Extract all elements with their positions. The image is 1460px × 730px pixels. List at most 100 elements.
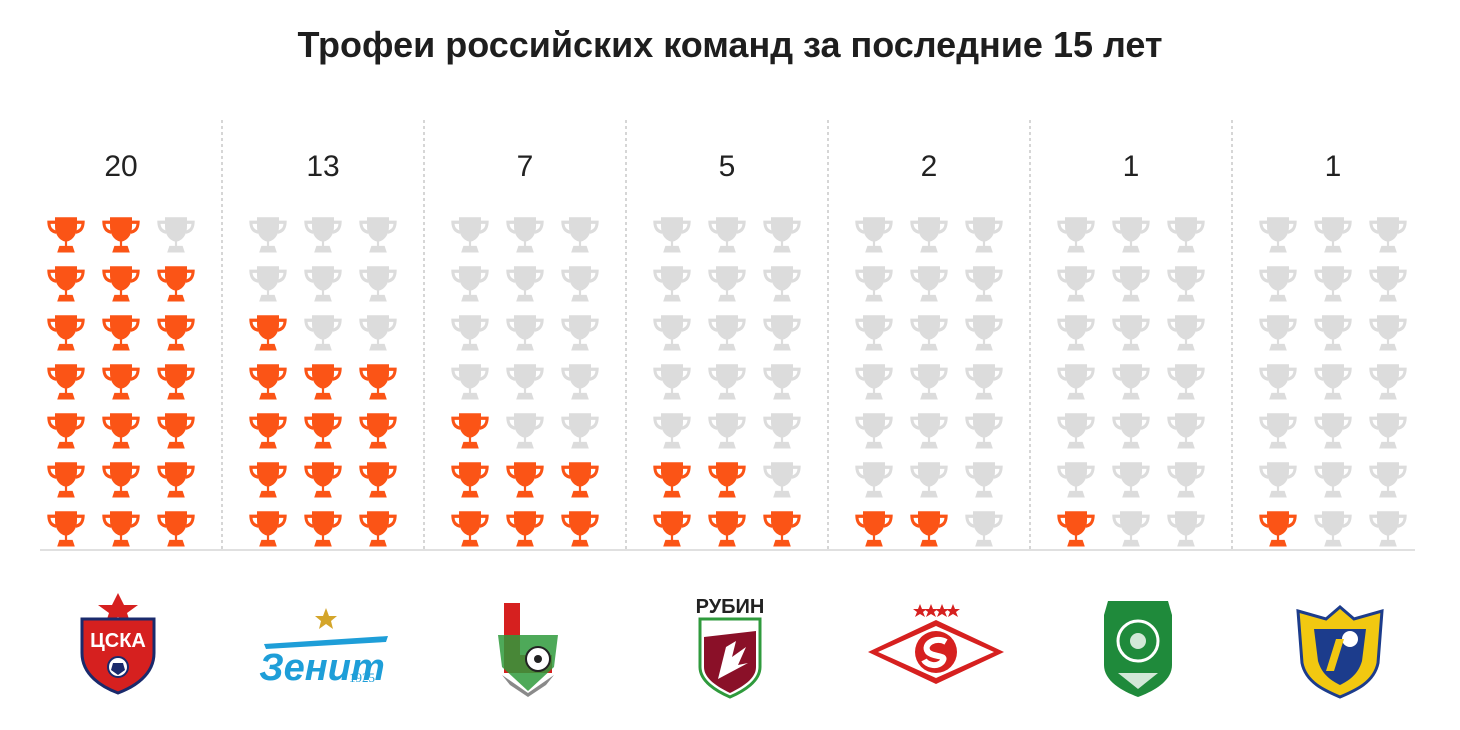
trophy-empty-icon (653, 364, 691, 400)
trophy-empty-icon (1369, 266, 1407, 302)
trophy-empty-icon (1167, 217, 1205, 253)
trophy-won-icon (157, 266, 195, 302)
trophy-empty-icon (304, 315, 342, 351)
trophy-won-icon (47, 413, 85, 449)
trophy-won-icon (249, 413, 287, 449)
trophy-empty-icon (708, 315, 746, 351)
trophy-won-icon (855, 511, 893, 547)
trophy-empty-icon (451, 217, 489, 253)
trophy-empty-icon (304, 266, 342, 302)
trophy-empty-icon (1167, 364, 1205, 400)
trophy-empty-icon (1314, 413, 1352, 449)
value-labels: 20 13 7 5 2 1 1 (104, 150, 1341, 183)
zenit-year-text: 1925 (349, 670, 375, 685)
trophy-empty-icon (855, 315, 893, 351)
trophy-won-icon (451, 462, 489, 498)
trophy-won-icon (102, 462, 140, 498)
trophy-empty-icon (855, 462, 893, 498)
trophy-empty-icon (157, 217, 195, 253)
trophy-won-icon (157, 315, 195, 351)
trophy-empty-icon (1314, 266, 1352, 302)
trophy-empty-icon (855, 217, 893, 253)
trophy-won-icon (47, 511, 85, 547)
trophy-empty-icon (359, 217, 397, 253)
trophy-empty-icon (1259, 266, 1297, 302)
trophy-empty-icon (1167, 462, 1205, 498)
terek-crest-icon (1104, 601, 1172, 697)
trophy-empty-icon (1314, 217, 1352, 253)
value-label: 5 (719, 150, 736, 183)
trophy-empty-icon (763, 266, 801, 302)
trophy-won-icon (910, 511, 948, 547)
trophy-empty-icon (249, 266, 287, 302)
trophy-empty-icon (1112, 413, 1150, 449)
chart-title: Трофеи российских команд за последние 15… (297, 24, 1163, 65)
trophy-empty-icon (910, 413, 948, 449)
trophy-empty-icon (708, 266, 746, 302)
rubin-logo-text: РУБИН (696, 596, 765, 618)
trophy-won-icon (708, 511, 746, 547)
trophy-empty-icon (359, 266, 397, 302)
trophy-empty-icon (451, 266, 489, 302)
trophy-empty-icon (561, 413, 599, 449)
trophy-won-icon (359, 364, 397, 400)
trophy-won-icon (506, 511, 544, 547)
trophy-won-icon (653, 462, 691, 498)
trophy-empty-icon (1112, 266, 1150, 302)
trophy-won-icon (304, 462, 342, 498)
trophy-won-icon (249, 511, 287, 547)
trophy-empty-icon (1057, 266, 1095, 302)
trophy-won-icon (451, 511, 489, 547)
trophy-won-icon (359, 462, 397, 498)
trophy-empty-icon (506, 413, 544, 449)
trophy-empty-icon (1259, 364, 1297, 400)
trophy-empty-icon (1057, 315, 1095, 351)
value-label: 20 (104, 150, 137, 183)
spartak-logo-icon (868, 604, 1004, 684)
trophy-won-icon (157, 413, 195, 449)
trophy-won-icon (157, 462, 195, 498)
trophy-empty-icon (763, 413, 801, 449)
trophy-empty-icon (451, 364, 489, 400)
trophy-empty-icon (708, 413, 746, 449)
trophy-empty-icon (451, 315, 489, 351)
trophy-empty-icon (1057, 413, 1095, 449)
trophy-empty-icon (506, 315, 544, 351)
trophy-empty-icon (1057, 217, 1095, 253)
trophy-empty-icon (1112, 364, 1150, 400)
trophy-won-icon (102, 413, 140, 449)
trophy-empty-icon (1259, 315, 1297, 351)
trophy-empty-icon (1314, 511, 1352, 547)
trophy-empty-icon (506, 217, 544, 253)
trophy-empty-icon (910, 266, 948, 302)
trophy-empty-icon (561, 217, 599, 253)
trophy-empty-icon (1167, 315, 1205, 351)
trophy-empty-icon (506, 364, 544, 400)
trophy-won-icon (359, 511, 397, 547)
trophy-empty-icon (1112, 511, 1150, 547)
trophy-empty-icon (1369, 462, 1407, 498)
trophy-empty-icon (708, 364, 746, 400)
trophy-won-icon (47, 266, 85, 302)
trophy-empty-icon (965, 217, 1003, 253)
trophy-won-icon (304, 413, 342, 449)
trophy-won-icon (47, 315, 85, 351)
trophy-empty-icon (1259, 462, 1297, 498)
trophy-empty-icon (249, 217, 287, 253)
trophy-empty-icon (763, 315, 801, 351)
trophy-empty-icon (1369, 413, 1407, 449)
trophy-won-icon (1057, 511, 1095, 547)
trophy-empty-icon (965, 462, 1003, 498)
trophy-empty-icon (1167, 266, 1205, 302)
trophy-empty-icon (1167, 413, 1205, 449)
trophy-won-icon (249, 364, 287, 400)
trophy-empty-icon (653, 266, 691, 302)
value-label: 1 (1123, 150, 1140, 183)
trophy-won-icon (157, 511, 195, 547)
trophy-won-icon (47, 462, 85, 498)
trophy-won-icon (47, 217, 85, 253)
trophy-won-icon (708, 462, 746, 498)
trophy-empty-icon (1314, 315, 1352, 351)
trophy-empty-icon (965, 413, 1003, 449)
